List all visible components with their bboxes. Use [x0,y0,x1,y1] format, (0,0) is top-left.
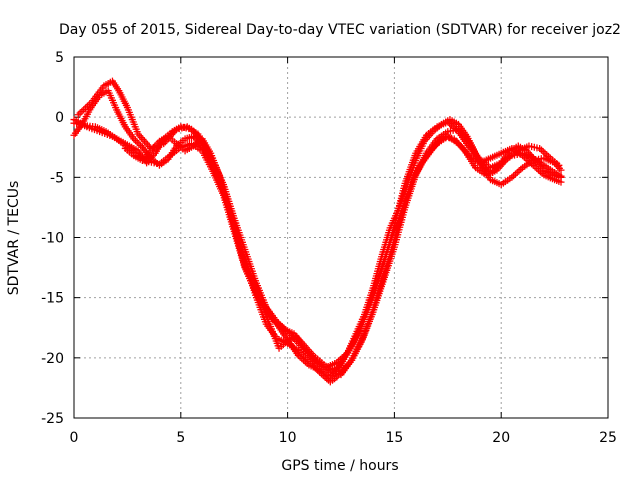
y-tick-label: -25 [41,411,64,427]
x-tick-label: 0 [70,430,79,446]
x-axis-label: GPS time / hours [281,458,398,474]
y-tick-label: -15 [41,291,64,307]
data-point [541,149,549,157]
y-tick-label: 5 [55,50,64,66]
data-point [539,148,547,156]
data-marks [70,77,565,386]
x-tick-label: 10 [279,430,297,446]
series-track-c [74,77,563,371]
data-point [557,166,565,174]
grid [74,57,608,418]
y-tick-label: -5 [50,170,64,186]
y-tick-label: 0 [55,110,64,126]
data-point [513,169,521,177]
y-tick-label: -20 [41,351,64,367]
x-tick-label: 20 [492,430,510,446]
data-point [511,170,519,178]
chart-title: Day 055 of 2015, Sidereal Day-to-day VTE… [59,22,621,38]
x-tick-label: 5 [176,430,185,446]
data-point [555,161,563,169]
data-point [515,167,523,175]
x-tick-label: 25 [599,430,617,446]
series-track-e [121,116,565,374]
data-point [557,173,565,181]
y-tick-label: -10 [41,231,64,247]
series-track-b [70,87,565,386]
y-axis-label: SDTVAR / TECUs [6,181,22,296]
axis-ticks: 0 5 10 15 20 25 5 0 -5 -10 -15 -20 -25 [41,50,617,446]
x-tick-label: 15 [385,430,403,446]
